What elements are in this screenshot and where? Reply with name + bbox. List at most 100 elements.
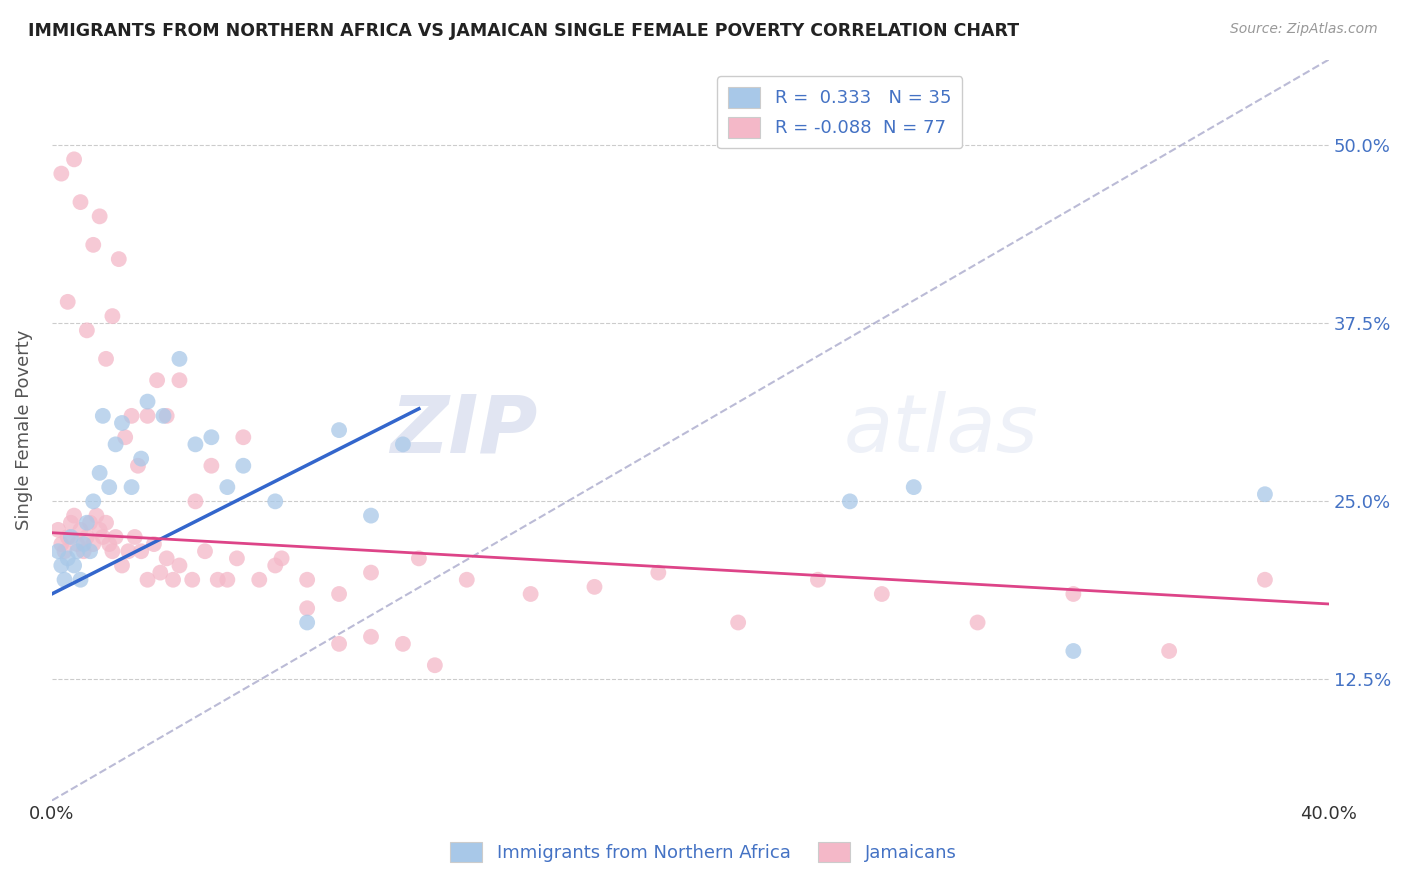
Point: [56, 294, 79, 309]
Point: [328, 423, 350, 437]
Point: [966, 615, 988, 630]
Point: [104, 530, 127, 544]
Point: [1062, 587, 1084, 601]
Point: [200, 458, 222, 473]
Text: Source: ZipAtlas.com: Source: ZipAtlas.com: [1230, 22, 1378, 37]
Point: [1254, 487, 1277, 501]
Point: [117, 544, 139, 558]
Point: [194, 544, 217, 558]
Point: [59, 530, 82, 544]
Point: [226, 551, 249, 566]
Point: [94, 516, 117, 530]
Point: [207, 573, 229, 587]
Point: [127, 458, 149, 473]
Point: [136, 409, 159, 423]
Point: [111, 416, 134, 430]
Point: [184, 437, 207, 451]
Point: [121, 480, 143, 494]
Legend: Immigrants from Northern Africa, Jamaicans: Immigrants from Northern Africa, Jamaica…: [443, 834, 963, 870]
Point: [79, 516, 101, 530]
Point: [146, 373, 169, 387]
Point: [903, 480, 925, 494]
Point: [807, 573, 830, 587]
Point: [94, 351, 117, 366]
Legend: R =  0.333   N = 35, R = -0.088  N = 77: R = 0.333 N = 35, R = -0.088 N = 77: [717, 76, 962, 148]
Point: [136, 394, 159, 409]
Point: [270, 551, 292, 566]
Point: [360, 566, 382, 580]
Point: [136, 573, 159, 587]
Point: [82, 494, 104, 508]
Y-axis label: Single Female Poverty: Single Female Poverty: [15, 330, 32, 531]
Point: [76, 530, 98, 544]
Point: [360, 508, 382, 523]
Point: [86, 508, 108, 523]
Text: atlas: atlas: [844, 391, 1038, 469]
Point: [129, 451, 152, 466]
Point: [91, 409, 114, 423]
Point: [1159, 644, 1181, 658]
Point: [838, 494, 860, 508]
Point: [56, 530, 79, 544]
Point: [295, 573, 318, 587]
Point: [360, 630, 382, 644]
Point: [169, 351, 191, 366]
Point: [63, 558, 86, 573]
Point: [328, 637, 350, 651]
Point: [152, 409, 174, 423]
Point: [66, 544, 89, 558]
Point: [101, 309, 124, 323]
Point: [328, 587, 350, 601]
Point: [76, 323, 98, 337]
Point: [53, 544, 76, 558]
Point: [247, 573, 270, 587]
Point: [295, 615, 318, 630]
Point: [69, 523, 91, 537]
Point: [46, 544, 69, 558]
Point: [98, 537, 121, 551]
Text: ZIP: ZIP: [389, 391, 537, 469]
Point: [217, 573, 239, 587]
Point: [456, 573, 478, 587]
Point: [162, 573, 184, 587]
Point: [91, 530, 114, 544]
Point: [392, 637, 415, 651]
Point: [89, 523, 111, 537]
Point: [142, 537, 165, 551]
Point: [76, 516, 98, 530]
Point: [156, 409, 179, 423]
Point: [149, 566, 172, 580]
Point: [51, 558, 73, 573]
Point: [184, 494, 207, 508]
Point: [59, 516, 82, 530]
Point: [56, 551, 79, 566]
Point: [69, 573, 91, 587]
Point: [98, 480, 121, 494]
Point: [51, 167, 73, 181]
Point: [69, 195, 91, 210]
Point: [200, 430, 222, 444]
Point: [423, 658, 446, 673]
Point: [408, 551, 430, 566]
Point: [181, 573, 204, 587]
Point: [51, 537, 73, 551]
Point: [156, 551, 179, 566]
Point: [73, 537, 96, 551]
Point: [232, 430, 254, 444]
Point: [217, 480, 239, 494]
Point: [89, 466, 111, 480]
Point: [46, 523, 69, 537]
Text: IMMIGRANTS FROM NORTHERN AFRICA VS JAMAICAN SINGLE FEMALE POVERTY CORRELATION CH: IMMIGRANTS FROM NORTHERN AFRICA VS JAMAI…: [28, 22, 1019, 40]
Point: [392, 437, 415, 451]
Point: [66, 537, 89, 551]
Point: [1062, 644, 1084, 658]
Point: [232, 458, 254, 473]
Point: [169, 558, 191, 573]
Point: [114, 430, 136, 444]
Point: [1254, 573, 1277, 587]
Point: [121, 409, 143, 423]
Point: [63, 153, 86, 167]
Point: [101, 544, 124, 558]
Point: [870, 587, 893, 601]
Point: [583, 580, 606, 594]
